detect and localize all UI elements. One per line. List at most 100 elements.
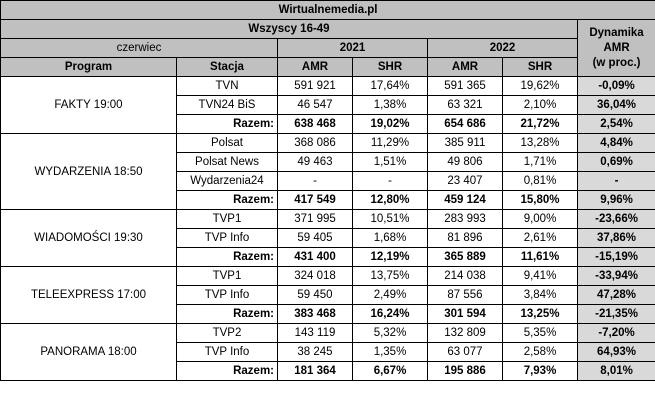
shr-2022-cell: 0,81% bbox=[502, 171, 578, 191]
dynamics-cell: 36,04% bbox=[576, 95, 655, 115]
amr-2022-cell: 23 407 bbox=[427, 171, 503, 191]
shr-2021-cell: - bbox=[352, 171, 428, 191]
amr-2022-cell: 63 321 bbox=[427, 95, 503, 115]
amr-2021-cell: 638 468 bbox=[277, 114, 353, 134]
amr-2022-column-header: AMR bbox=[427, 57, 503, 77]
amr-2021-cell: 49 463 bbox=[277, 152, 353, 172]
shr-2021-cell: 10,51% bbox=[352, 209, 428, 229]
dynamics-cell: 2,54% bbox=[576, 114, 655, 134]
total-label: Razem: bbox=[176, 190, 278, 210]
shr-2022-column-header: SHR bbox=[502, 57, 578, 77]
amr-2022-cell: 301 594 bbox=[427, 304, 503, 324]
amr-2022-cell: 385 911 bbox=[427, 133, 503, 153]
audience-group: Wszyscy 16-49 bbox=[0, 19, 578, 39]
amr-2021-cell: 431 400 bbox=[277, 247, 353, 267]
table-row: FAKTY 19:00 TVN 591 921 17,64% 591 365 19,62%… bbox=[0, 76, 655, 134]
amr-2021-cell: 59 450 bbox=[277, 285, 353, 305]
amr-2022-cell: 132 809 bbox=[427, 323, 503, 343]
program-name: WYDARZENIA 18:50 bbox=[0, 133, 177, 210]
dynamics-cell: -15,19% bbox=[576, 247, 655, 267]
table-row: TVN24 BiS 46 547 1,38% 63 321 2,10% 36,04% bbox=[1, 95, 655, 115]
total-row: Razem: 417 549 12,80% 459 124 15,80% 9,96% bbox=[1, 190, 655, 210]
amr-2021-cell: 181 364 bbox=[277, 361, 353, 381]
shr-2022-cell: 5,35% bbox=[502, 323, 578, 343]
shr-2021-cell: 12,80% bbox=[352, 190, 428, 210]
station-name: TVP Info bbox=[176, 342, 278, 362]
program-column-header: Program bbox=[0, 57, 177, 77]
amr-2022-cell: 195 886 bbox=[427, 361, 503, 381]
total-label: Razem: bbox=[176, 114, 278, 134]
station-name: TVP Info bbox=[176, 228, 278, 248]
amr-2022-cell: 49 806 bbox=[427, 152, 503, 172]
dynamics-cell: 4,84% bbox=[576, 133, 655, 153]
shr-2021-cell: 12,19% bbox=[352, 247, 428, 267]
shr-2022-cell: 2,58% bbox=[502, 342, 578, 362]
station-name: Wydarzenia24 bbox=[176, 171, 278, 191]
shr-2021-cell: 13,75% bbox=[352, 266, 428, 286]
table-body: FAKTY 19:00 TVN 591 921 17,64% 591 365 19,62%… bbox=[0, 76, 655, 381]
total-label: Razem: bbox=[176, 361, 278, 381]
dynamics-cell: 0,69% bbox=[576, 152, 655, 172]
amr-2021-cell: 591 921 bbox=[277, 76, 353, 96]
program-name: WIADOMOŚCI 19:30 bbox=[0, 209, 177, 267]
shr-2021-cell: 1,51% bbox=[352, 152, 428, 172]
month-label: czerwiec bbox=[0, 38, 278, 58]
ratings-table: Wirtualnemedia.pl Wszyscy 16-49 Dynamika… bbox=[0, 0, 655, 381]
shr-2022-cell: 13,25% bbox=[502, 304, 578, 324]
shr-2021-cell: 5,32% bbox=[352, 323, 428, 343]
amr-2021-cell: 143 119 bbox=[277, 323, 353, 343]
dynamics-cell: 37,86% bbox=[576, 228, 655, 248]
shr-2021-cell: 1,35% bbox=[352, 342, 428, 362]
station-name: TVN24 BiS bbox=[176, 95, 278, 115]
dynamics-header-line-3: (w proc.) bbox=[592, 56, 641, 69]
dynamics-cell: -21,35% bbox=[576, 304, 655, 324]
amr-2021-cell: 417 549 bbox=[277, 190, 353, 210]
station-name: Polsat bbox=[176, 133, 278, 153]
amr-2022-cell: 63 077 bbox=[427, 342, 503, 362]
shr-2021-cell: 1,38% bbox=[352, 95, 428, 115]
station-column-header: Stacja bbox=[176, 57, 278, 77]
year-2021-header: 2021 bbox=[277, 38, 428, 58]
dynamics-cell: 9,96% bbox=[576, 190, 655, 210]
dynamics-cell: -33,94% bbox=[576, 266, 655, 286]
shr-2021-cell: 16,24% bbox=[352, 304, 428, 324]
amr-2021-cell: 46 547 bbox=[277, 95, 353, 115]
dynamics-header-line-2: AMR bbox=[603, 41, 630, 54]
dynamics-cell: -7,20% bbox=[576, 323, 655, 343]
program-name: TELEEXPRESS 17:00 bbox=[0, 266, 177, 324]
shr-2022-cell: 21,72% bbox=[502, 114, 578, 134]
total-row: Razem: 181 364 6,67% 195 886 7,93% 8,01% bbox=[1, 361, 655, 381]
amr-2022-cell: 591 365 bbox=[427, 76, 503, 96]
shr-2022-cell: 11,61% bbox=[502, 247, 578, 267]
station-name: TVP2 bbox=[176, 323, 278, 343]
amr-2021-cell: 368 086 bbox=[277, 133, 353, 153]
amr-2022-cell: 654 686 bbox=[427, 114, 503, 134]
amr-2022-cell: 214 038 bbox=[427, 266, 503, 286]
total-label: Razem: bbox=[176, 247, 278, 267]
station-name: TVN bbox=[176, 76, 278, 96]
shr-2021-cell: 19,02% bbox=[352, 114, 428, 134]
total-row: Razem: 383 468 16,24% 301 594 13,25% -21,35% bbox=[1, 304, 655, 324]
amr-2021-cell: 59 405 bbox=[277, 228, 353, 248]
shr-2022-cell: 2,10% bbox=[502, 95, 578, 115]
dynamics-header: Dynamika AMR (w proc.) bbox=[576, 19, 655, 77]
amr-2022-cell: 459 124 bbox=[427, 190, 503, 210]
amr-2021-cell: 383 468 bbox=[277, 304, 353, 324]
amr-2021-column-header: AMR bbox=[277, 57, 353, 77]
dynamics-header-line-1: Dynamika bbox=[589, 26, 644, 39]
amr-2022-cell: 87 556 bbox=[427, 285, 503, 305]
dynamics-cell: 47,28% bbox=[576, 285, 655, 305]
station-name: TVP Info bbox=[176, 285, 278, 305]
total-row: Razem: 431 400 12,19% 365 889 11,61% -15,19% bbox=[1, 247, 655, 267]
dynamics-cell: 64,93% bbox=[576, 342, 655, 362]
shr-2021-column-header: SHR bbox=[352, 57, 428, 77]
table-row: WIADOMOŚCI 19:30 TVP1 371 995 10,51% 283 993… bbox=[0, 209, 655, 267]
shr-2022-cell: 3,84% bbox=[502, 285, 578, 305]
site-title: Wirtualnemedia.pl bbox=[0, 0, 655, 20]
shr-2022-cell: 1,71% bbox=[502, 152, 578, 172]
amr-2022-cell: 365 889 bbox=[427, 247, 503, 267]
amr-2021-cell: 371 995 bbox=[277, 209, 353, 229]
program-name: FAKTY 19:00 bbox=[0, 76, 177, 134]
station-name: TVP1 bbox=[176, 266, 278, 286]
year-2022-header: 2022 bbox=[427, 38, 578, 58]
